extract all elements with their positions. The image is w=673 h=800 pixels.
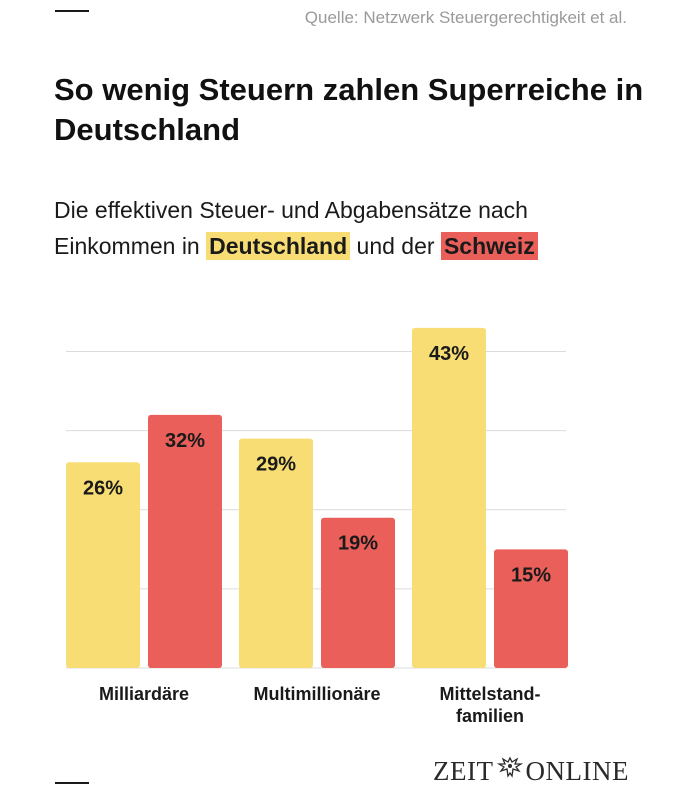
- data-label-deutschland-0: 26%: [83, 477, 123, 499]
- subtitle-prefix: Die effektiven Steuer- und Abgabensätze …: [54, 197, 528, 259]
- bar-deutschland-2: [412, 327, 486, 668]
- legend-schweiz: Schweiz: [440, 232, 538, 260]
- zeit-online-logo: ZEIT ONLINE: [433, 756, 629, 787]
- logo-text-zeit: ZEIT: [433, 756, 494, 786]
- category-label-2: familien: [456, 706, 524, 726]
- category-label-0: Milliardäre: [99, 684, 189, 704]
- subtitle-middle: und der: [356, 233, 435, 259]
- bottom-rule: [55, 782, 89, 784]
- source-note: Quelle: Netzwerk Steuergerechtigkeit et …: [304, 8, 627, 27]
- bar-schweiz-0: [148, 414, 222, 668]
- bar-deutschland-0: [66, 462, 140, 668]
- data-label-schweiz-2: 15%: [511, 564, 551, 586]
- bar-schweiz-2: [494, 549, 568, 668]
- bar-schweiz-1: [321, 517, 395, 668]
- data-label-schweiz-0: 32%: [165, 430, 205, 452]
- legend-deutschland: Deutschland: [206, 232, 351, 260]
- eagle-icon: [496, 756, 523, 787]
- category-label-1: Multimillionäre: [253, 684, 380, 704]
- chart-title: So wenig Steuern zahlen Superreiche in D…: [54, 72, 644, 147]
- category-label-2: Mittelstand-: [440, 684, 541, 704]
- bar-deutschland-1: [239, 438, 313, 668]
- chart-subtitle: Die effektiven Steuer- und Abgabensätze …: [54, 192, 654, 264]
- top-rule: [55, 10, 89, 12]
- logo-text-online: ONLINE: [525, 756, 629, 786]
- data-label-deutschland-1: 29%: [256, 454, 296, 476]
- data-label-schweiz-1: 19%: [338, 533, 378, 555]
- bar-chart: 26% 29% 43% 32% 19% 15% Milliardäre Multimillio…: [66, 327, 568, 726]
- data-label-deutschland-2: 43%: [429, 343, 469, 365]
